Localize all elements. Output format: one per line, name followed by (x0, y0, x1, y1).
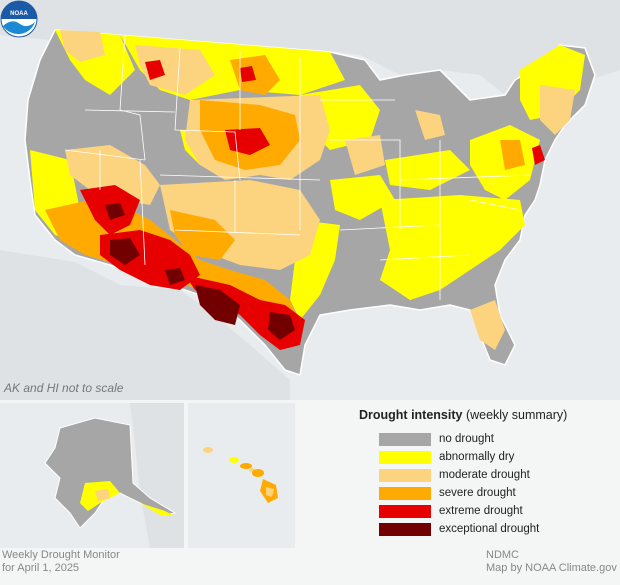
legend-swatch (379, 523, 431, 536)
hawaii-islands (203, 447, 278, 503)
canada-land-ak (130, 403, 184, 548)
legend-label: no drought (439, 433, 494, 445)
legend-label: abnormally dry (439, 451, 515, 463)
us-land (24, 29, 596, 376)
legend-swatch (379, 505, 431, 518)
footer-date: for April 1, 2025 (2, 561, 80, 574)
legend-swatch (379, 433, 431, 446)
noaa-logo-icon: NOAA (0, 0, 38, 38)
alaska-map-svg (44, 403, 184, 548)
legend-title-rest: (weekly summary) (462, 408, 568, 422)
canada-land (0, 0, 620, 95)
footer-credit-line1: NDMC (486, 549, 519, 561)
legend-label: severe drought (439, 487, 516, 499)
svg-text:NOAA: NOAA (10, 11, 28, 17)
legend-swatch (379, 469, 431, 482)
mexico-land (0, 250, 290, 400)
legend-swatch (379, 451, 431, 464)
conus-map-svg (0, 0, 620, 400)
legend-panel: Drought intensity (weekly summary) no dr… (299, 403, 620, 548)
footer-credit-line2: Map by NOAA Climate.gov (486, 561, 617, 574)
footer-credit: NDMC Map by NOAA Climate.gov (486, 549, 617, 574)
legend-label: moderate drought (439, 469, 530, 481)
scale-note: AK and HI not to scale (4, 381, 124, 395)
hawaii-map-svg (203, 447, 278, 503)
legend-title-bold: Drought intensity (359, 408, 463, 422)
legend-title: Drought intensity (weekly summary) (359, 408, 567, 422)
conus-drought-map: AK and HI not to scale NOAA (0, 0, 620, 400)
footer-title-line1: Weekly Drought Monitor (2, 549, 120, 561)
legend-label: exceptional drought (439, 523, 540, 535)
footer-title: Weekly Drought Monitor for April 1, 2025 (2, 549, 120, 574)
state-boundaries (64, 34, 531, 300)
alaska-panel (0, 403, 184, 548)
alaska-moderate (95, 489, 110, 501)
legend-swatch (379, 487, 431, 500)
exceptional-drought-areas (105, 203, 295, 340)
hawaii-panel (188, 403, 295, 548)
legend-label: extreme drought (439, 505, 523, 517)
